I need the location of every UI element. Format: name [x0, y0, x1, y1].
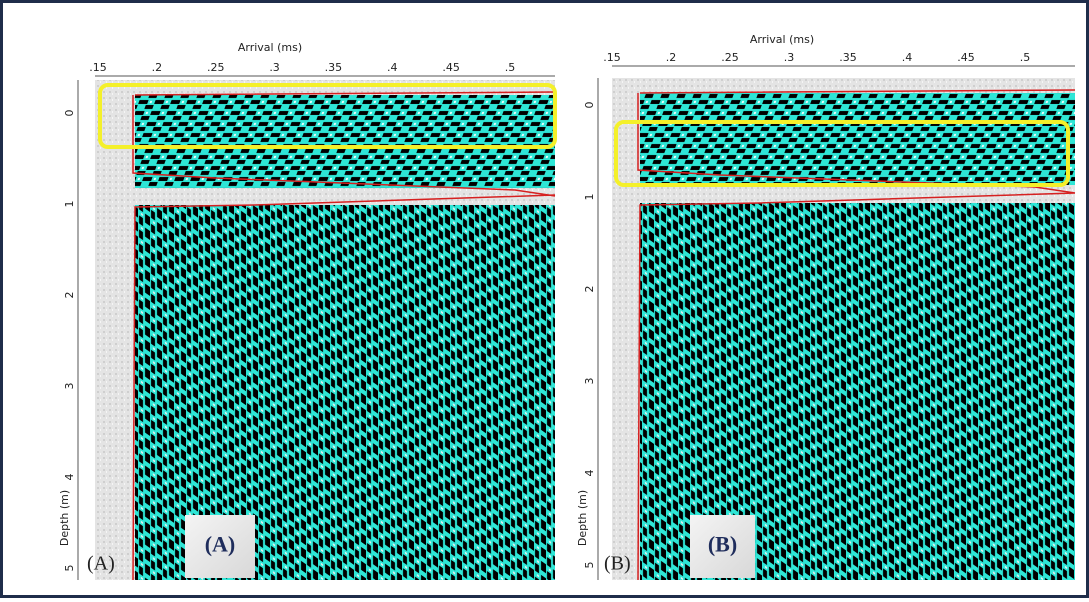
- x-axis-label: Arrival (ms): [238, 41, 302, 54]
- badge-label: (A): [205, 532, 236, 557]
- x-tick-label: .3: [784, 51, 795, 64]
- x-tick-label: .5: [505, 61, 516, 74]
- seismic-upper: [135, 95, 555, 188]
- x-tick-label: .2: [666, 51, 677, 64]
- badge-label: (B): [708, 532, 737, 557]
- y-tick-label: 5: [583, 562, 596, 569]
- highlight-box: [614, 120, 1070, 187]
- first-break-pick: [637, 89, 1076, 581]
- x-tick-label: .25: [207, 61, 225, 74]
- x-tick-label: .45: [957, 51, 975, 64]
- x-tick-label: .4: [902, 51, 913, 64]
- y-tick-label: 2: [63, 292, 76, 299]
- y-tick-label: 5: [63, 565, 76, 572]
- y-tick-label: 4: [583, 470, 596, 477]
- y-tick-label: 1: [583, 194, 596, 201]
- x-tick-label: .3: [269, 61, 280, 74]
- x-tick-label: .35: [325, 61, 343, 74]
- x-tick-label: .15: [89, 61, 107, 74]
- x-tick-label: .25: [721, 51, 739, 64]
- x-tick-label: .2: [152, 61, 163, 74]
- x-tick-label: .15: [603, 51, 621, 64]
- corner-label: (A): [87, 553, 115, 575]
- y-tick-label: 3: [63, 383, 76, 390]
- y-axis-label: Depth (m): [58, 490, 71, 546]
- x-axis-label: Arrival (ms): [750, 33, 814, 46]
- y-tick-label: 0: [63, 110, 76, 117]
- y-tick-label: 3: [583, 378, 596, 385]
- panel: Arrival (ms) .15 .2 .25 .3 .35 .4 .45 .5 0 1 2 3 4 5 De…: [58, 41, 557, 581]
- seismic-upper: [640, 93, 1075, 185]
- x-tick-label: .45: [442, 61, 460, 74]
- panel: Arrival (ms) .15 .2 .25 .3 .35 .4 .45 .5 0 1 2 3 4 5 De…: [576, 33, 1076, 581]
- y-tick-label: 2: [583, 286, 596, 293]
- x-tick-label: .4: [387, 61, 398, 74]
- highlight-box: [98, 83, 557, 149]
- badge-box: [185, 515, 255, 578]
- badge-box: [690, 515, 755, 578]
- y-tick-label: 1: [63, 201, 76, 208]
- y-tick-label: 0: [583, 102, 596, 109]
- x-tick-label: .35: [839, 51, 857, 64]
- x-tick-label: .5: [1020, 51, 1031, 64]
- corner-label: (B): [604, 553, 631, 575]
- y-tick-label: 4: [63, 474, 76, 481]
- y-axis-label: Depth (m): [576, 490, 589, 546]
